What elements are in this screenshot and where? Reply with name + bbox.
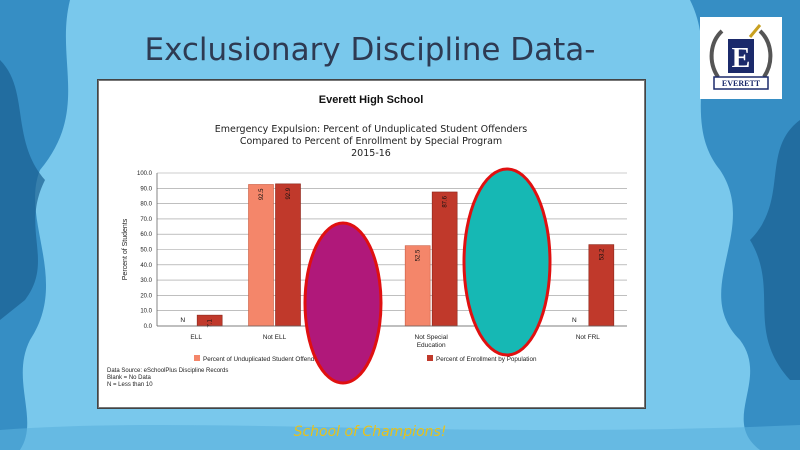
x-tick-label: Not FRL — [576, 334, 601, 341]
school-logo: E EVERETT — [700, 17, 782, 99]
bar — [431, 191, 458, 327]
data-source-notes: Data Source: eSchoolPlus Discipline Reco… — [107, 368, 228, 389]
slide-title: Exclusionary Discipline Data- — [144, 32, 596, 68]
bar — [588, 244, 615, 327]
y-tick-label: 30.0 — [140, 278, 152, 284]
legend-swatch — [194, 355, 200, 361]
y-tick-label: 20.0 — [140, 293, 152, 299]
data-label: N — [572, 317, 577, 324]
data-label: 52.5 — [416, 249, 422, 261]
data-label: 92.9 — [286, 187, 292, 199]
source-note: Data Source: eSchoolPlus Discipline Reco… — [107, 368, 229, 374]
legend-swatch — [427, 355, 433, 361]
y-axis-label: Percent of Students — [122, 218, 129, 280]
y-tick-label: 90.0 — [140, 186, 152, 192]
y-tick-label: 40.0 — [140, 263, 152, 269]
bar — [275, 183, 301, 327]
data-label: N — [180, 317, 185, 324]
data-label: 53.2 — [599, 248, 605, 260]
data-label: 7.1 — [208, 318, 214, 327]
source-note: N = Less than 10 — [107, 382, 153, 388]
y-tick-label: 10.0 — [140, 309, 152, 315]
cover-oval — [303, 221, 383, 385]
x-tick-label: Education — [417, 342, 446, 349]
svg-text:EVERETT: EVERETT — [722, 79, 761, 88]
chart-title-line: 2015-16 — [351, 148, 391, 159]
chart-panel: Everett High School Emergency Expulsion: … — [98, 80, 645, 408]
x-tick-label: ELL — [190, 334, 202, 341]
y-tick-label: 60.0 — [140, 232, 152, 238]
slide-footer: School of Champions! — [293, 424, 447, 440]
chart-school-name: Everett High School — [319, 94, 424, 106]
y-tick-label: 80.0 — [140, 202, 152, 208]
data-label: 87.6 — [443, 195, 449, 207]
bar-chart: Everett High School Emergency Expulsion: … — [122, 94, 627, 385]
bar — [248, 184, 274, 327]
source-note: Blank = No Data — [107, 375, 151, 381]
y-tick-label: 100.0 — [137, 171, 153, 177]
x-tick-label: Not Special — [415, 334, 449, 341]
chart-title-line: Compared to Percent of Enrollment by Spe… — [240, 136, 502, 147]
svg-text:E: E — [732, 43, 751, 74]
data-label: 92.5 — [259, 188, 265, 200]
cover-oval — [462, 167, 552, 357]
y-tick-label: 50.0 — [140, 248, 152, 254]
legend-label: Percent of Unduplicated Student Offender… — [203, 356, 363, 363]
x-tick-label: Not ELL — [263, 334, 287, 341]
bar — [404, 245, 431, 327]
y-tick-label: 70.0 — [140, 217, 152, 223]
legend-label: Percent of Enrollment by Population — [436, 356, 537, 363]
y-tick-label: 0.0 — [144, 324, 153, 330]
chart-title-line: Emergency Expulsion: Percent of Unduplic… — [215, 124, 528, 135]
